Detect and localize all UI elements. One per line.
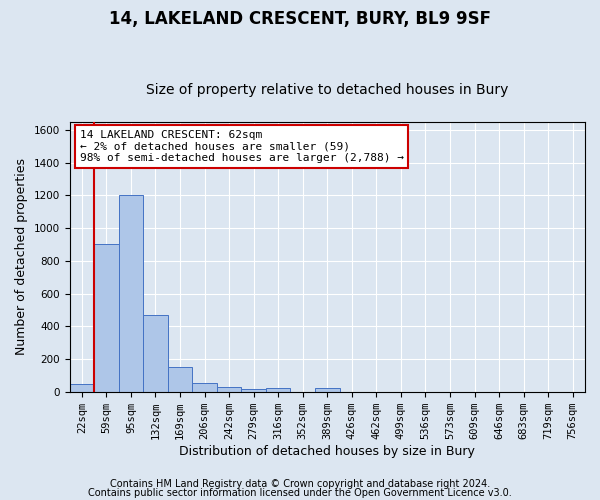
Bar (94, 244, 119, 392)
Text: Contains public sector information licensed under the Open Government Licence v3: Contains public sector information licen… (88, 488, 512, 498)
Text: 14, LAKELAND CRESCENT, BURY, BL9 9SF: 14, LAKELAND CRESCENT, BURY, BL9 9SF (109, 10, 491, 28)
Y-axis label: Number of detached properties: Number of detached properties (15, 158, 28, 355)
Bar (143, 315, 168, 392)
Bar (266, 388, 290, 392)
Bar (315, 388, 340, 392)
Bar (217, 387, 241, 392)
Text: Contains HM Land Registry data © Crown copyright and database right 2024.: Contains HM Land Registry data © Crown c… (110, 479, 490, 489)
Title: Size of property relative to detached houses in Bury: Size of property relative to detached ho… (146, 83, 508, 97)
X-axis label: Distribution of detached houses by size in Bury: Distribution of detached houses by size … (179, 444, 475, 458)
Text: 14 LAKELAND CRESCENT: 62sqm
← 2% of detached houses are smaller (59)
98% of semi: 14 LAKELAND CRESCENT: 62sqm ← 2% of deta… (80, 130, 404, 163)
Bar (70, 384, 94, 392)
Bar (241, 390, 266, 392)
Bar (119, 196, 143, 392)
Bar (168, 367, 192, 392)
Bar (192, 382, 217, 392)
